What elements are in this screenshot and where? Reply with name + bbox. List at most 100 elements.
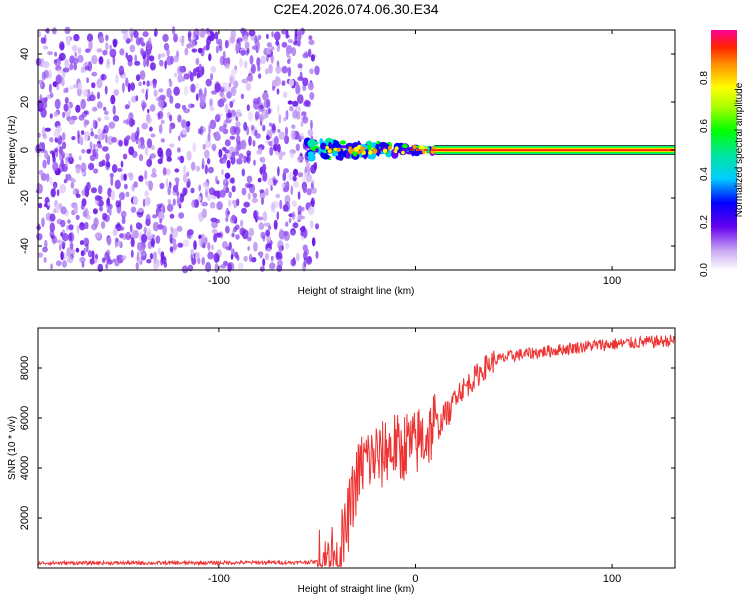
noise-blob — [192, 68, 197, 77]
noise-blob — [152, 221, 160, 232]
transition-peak — [328, 149, 332, 153]
noise-blob — [211, 229, 218, 234]
noise-blob — [258, 222, 265, 231]
noise-blob — [72, 44, 77, 53]
noise-blob — [117, 240, 122, 247]
noise-blob — [216, 37, 219, 45]
noise-blob — [116, 222, 121, 228]
noise-blob — [276, 46, 280, 52]
noise-blob — [264, 68, 269, 75]
noise-blob — [172, 184, 179, 193]
noise-blob — [115, 74, 119, 84]
noise-blob — [171, 228, 178, 239]
x-tick-label: -100 — [208, 275, 230, 287]
noise-blob — [56, 189, 60, 197]
noise-blob — [310, 54, 315, 62]
noise-blob — [75, 247, 80, 253]
noise-blob — [160, 119, 165, 125]
noise-blob — [68, 224, 74, 231]
noise-blob — [158, 124, 163, 134]
noise-blob — [179, 193, 185, 203]
noise-blob — [96, 78, 103, 89]
noise-blob — [190, 161, 196, 171]
noise-blob — [148, 55, 155, 62]
noise-blob — [216, 254, 220, 262]
noise-blob — [221, 94, 226, 100]
noise-blob — [167, 203, 174, 212]
noise-blob — [66, 247, 72, 258]
noise-blob — [228, 199, 232, 207]
noise-blob — [181, 104, 187, 110]
noise-blob — [169, 246, 174, 253]
noise-blob — [97, 128, 102, 135]
noise-blob — [235, 121, 241, 128]
noise-blob — [315, 223, 319, 230]
noise-blob — [219, 55, 225, 66]
noise-blob — [241, 187, 247, 196]
noise-blob — [49, 113, 53, 119]
noise-blob — [130, 82, 136, 91]
noise-blob — [297, 39, 301, 47]
noise-blob — [125, 52, 128, 59]
noise-blob — [283, 117, 287, 122]
noise-blob — [283, 230, 288, 237]
noise-blob — [264, 253, 269, 261]
noise-blob — [40, 173, 47, 181]
spectrogram-panel: -100 100 -40 -20 0 20 40 Height of straight li… — [7, 25, 676, 297]
noise-blob — [55, 74, 63, 85]
noise-blob — [146, 57, 150, 67]
noise-blob — [123, 33, 129, 41]
noise-blob — [86, 214, 91, 220]
noise-blob — [40, 107, 47, 118]
transition-blob — [322, 154, 330, 160]
noise-blob — [224, 63, 230, 69]
noise-blob — [149, 252, 154, 260]
noise-blob — [148, 37, 152, 45]
noise-blob — [252, 140, 256, 147]
noise-blob — [56, 239, 63, 244]
noise-blob — [165, 168, 171, 176]
noise-blob — [207, 251, 214, 260]
noise-blob — [236, 158, 243, 165]
noise-blob — [89, 94, 96, 102]
noise-blob — [92, 106, 98, 112]
noise-blob — [198, 184, 202, 192]
noise-blob — [150, 133, 156, 138]
noise-blob — [207, 242, 211, 250]
noise-blob — [105, 34, 109, 42]
noise-blob — [89, 141, 93, 151]
noise-blob — [73, 189, 76, 196]
noise-blob — [284, 126, 289, 136]
noise-blob — [96, 101, 103, 109]
noise-blob — [131, 228, 135, 239]
noise-blob — [154, 31, 157, 37]
noise-blob — [41, 71, 46, 81]
noise-blob — [221, 169, 224, 176]
noise-blob — [257, 177, 262, 183]
noise-blob — [231, 68, 238, 75]
noise-blob — [279, 199, 283, 210]
noise-blob — [142, 31, 149, 38]
noise-blob — [119, 233, 124, 239]
noise-blob — [118, 65, 125, 76]
noise-blob — [189, 72, 194, 82]
x-tick-label: 0 — [412, 573, 418, 585]
noise-blob — [231, 185, 236, 193]
noise-blob — [84, 61, 88, 68]
transition-peak — [387, 145, 392, 150]
noise-blob — [252, 192, 258, 199]
noise-blob — [210, 167, 214, 172]
noise-blob — [52, 27, 57, 35]
noise-blob — [169, 126, 172, 134]
noise-blob — [199, 93, 206, 104]
noise-blob — [149, 62, 156, 71]
noise-blob — [301, 111, 307, 117]
noise-blob — [60, 43, 65, 50]
noise-blob — [287, 58, 291, 64]
noise-blob — [146, 259, 152, 264]
noise-blob — [64, 97, 69, 104]
noise-blob — [120, 210, 127, 218]
noise-blob — [262, 91, 269, 101]
noise-blob — [102, 129, 107, 134]
